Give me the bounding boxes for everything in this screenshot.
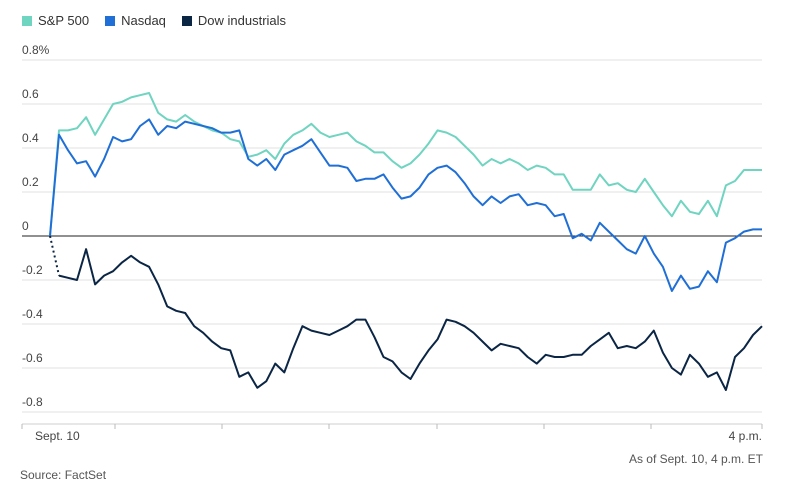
legend: S&P 500 Nasdaq Dow industrials bbox=[22, 13, 286, 28]
series-line-dow-industrials bbox=[58, 248, 763, 391]
legend-swatch-sp500 bbox=[22, 15, 32, 26]
series-line-dow-industrials-open-segment bbox=[49, 235, 60, 276]
legend-swatch-dow bbox=[181, 15, 192, 26]
x-tick-label-start: Sept. 10 bbox=[35, 429, 80, 443]
as-of-note: As of Sept. 10, 4 p.m. ET bbox=[628, 452, 763, 466]
y-tick-label: 0.8% bbox=[22, 43, 50, 57]
x-tick-label-end: 4 p.m. bbox=[729, 429, 762, 443]
y-tick-label: -0.8 bbox=[22, 395, 43, 409]
legend-label-dow: Dow industrials bbox=[197, 13, 287, 28]
y-tick-label: 0.6 bbox=[22, 87, 39, 101]
y-tick-label: 0.4 bbox=[22, 131, 39, 145]
series-line-nasdaq bbox=[49, 118, 762, 292]
legend-label-sp500: S&P 500 bbox=[38, 13, 90, 28]
legend-item-sp500: S&P 500 bbox=[22, 13, 89, 28]
source-note: Source: FactSet bbox=[20, 468, 107, 482]
y-tick-label: 0.2 bbox=[22, 175, 39, 189]
y-tick-label: -0.6 bbox=[22, 351, 43, 365]
legend-swatch-nasdaq bbox=[105, 15, 116, 26]
y-tick-label: 0 bbox=[22, 219, 29, 233]
legend-label-nasdaq: Nasdaq bbox=[121, 13, 166, 28]
y-tick-label: -0.2 bbox=[22, 263, 43, 277]
y-tick-label: -0.4 bbox=[22, 307, 43, 321]
series-line-s-p-500 bbox=[49, 92, 762, 237]
legend-item-nasdaq: Nasdaq bbox=[105, 13, 166, 28]
legend-item-dow: Dow industrials bbox=[181, 13, 287, 28]
